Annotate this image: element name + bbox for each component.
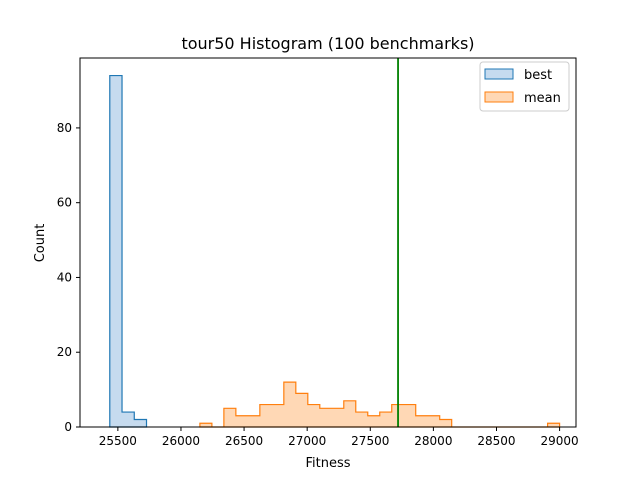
plot-frame: [79, 57, 577, 428]
y-axis-label: Count: [33, 224, 48, 263]
y-tick-label: 0: [64, 420, 72, 434]
chart-title: tour50 Histogram (100 benchmarks): [181, 34, 474, 53]
x-tick-label: 26500: [225, 434, 263, 448]
x-axis-label: Fitness: [305, 456, 350, 471]
x-tick-label: 26000: [162, 434, 200, 448]
series-best-step-outline: [109, 74, 148, 428]
x-tick-label: 29000: [540, 434, 578, 448]
legend-label-best: best: [524, 68, 552, 83]
legend-swatch-best: [484, 68, 514, 80]
y-tick-label: 20: [57, 345, 72, 359]
y-tick-label: 80: [57, 121, 72, 135]
x-tick-label: 25500: [99, 434, 137, 448]
y-tick-label: 60: [57, 196, 72, 210]
legend-label-mean: mean: [524, 91, 561, 106]
y-tick-label: 40: [57, 270, 72, 284]
x-tick-label: 28000: [414, 434, 452, 448]
y-axis-ticks: 0 20 40 60 80: [57, 121, 80, 434]
x-axis-ticks: 25500 26000 26500 27000 27500 28000 28500 29000: [99, 427, 579, 448]
x-tick-label: 28500: [477, 434, 515, 448]
x-tick-label: 27500: [351, 434, 389, 448]
legend: best mean: [479, 61, 570, 112]
x-tick-label: 27000: [288, 434, 326, 448]
legend-swatch-mean: [484, 91, 514, 103]
